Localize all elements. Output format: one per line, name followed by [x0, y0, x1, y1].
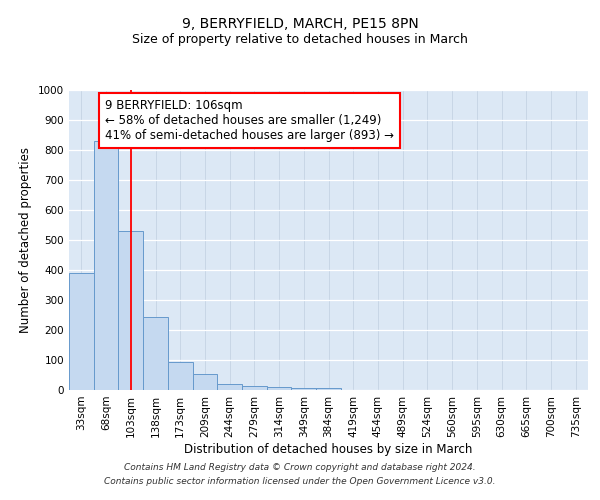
Text: 9, BERRYFIELD, MARCH, PE15 8PN: 9, BERRYFIELD, MARCH, PE15 8PN	[182, 18, 418, 32]
Bar	[94, 141, 118, 390]
Text: Contains HM Land Registry data © Crown copyright and database right 2024.: Contains HM Land Registry data © Crown c…	[124, 464, 476, 472]
Text: Contains public sector information licensed under the Open Government Licence v3: Contains public sector information licen…	[104, 477, 496, 486]
Bar	[242, 386, 267, 390]
Bar	[267, 387, 292, 390]
Bar	[143, 318, 168, 390]
Bar	[168, 362, 193, 390]
Bar	[292, 388, 316, 390]
Bar	[217, 384, 242, 390]
Bar	[69, 273, 94, 390]
Bar	[118, 231, 143, 390]
Text: 9 BERRYFIELD: 106sqm
← 58% of detached houses are smaller (1,249)
41% of semi-de: 9 BERRYFIELD: 106sqm ← 58% of detached h…	[106, 99, 394, 142]
Y-axis label: Number of detached properties: Number of detached properties	[19, 147, 32, 333]
Text: Size of property relative to detached houses in March: Size of property relative to detached ho…	[132, 32, 468, 46]
Bar	[193, 374, 217, 390]
X-axis label: Distribution of detached houses by size in March: Distribution of detached houses by size …	[184, 442, 473, 456]
Bar	[316, 388, 341, 390]
